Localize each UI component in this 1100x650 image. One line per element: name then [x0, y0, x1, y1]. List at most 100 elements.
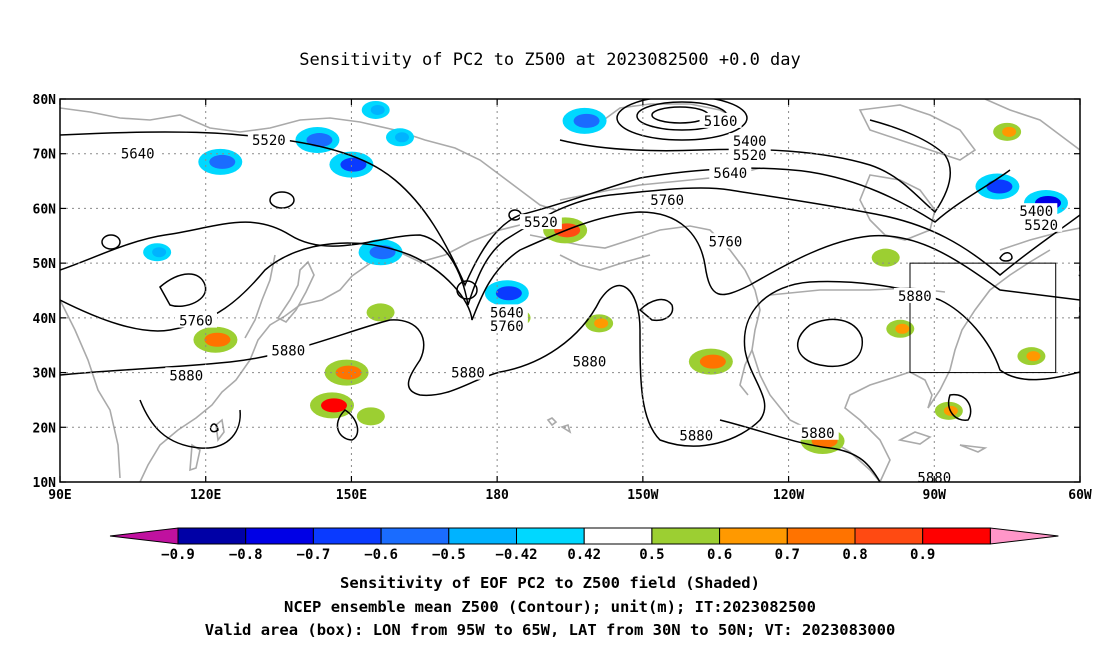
contour-label-bg [699, 112, 742, 128]
shaded-core [895, 323, 910, 334]
grid-lines [60, 99, 1080, 482]
colorbar-left-arrow [109, 527, 179, 545]
colorbar-label: −0.7 [297, 547, 331, 563]
shaded-core [573, 113, 600, 128]
contour-label: 5880 [169, 368, 203, 384]
lon-tick-label: 150E [336, 488, 367, 503]
contour-label: 5640 [1078, 264, 1100, 280]
shaded-core [306, 133, 333, 148]
contour-label-bg [704, 233, 747, 249]
shaded-core [321, 398, 347, 413]
colorbar-segment [245, 527, 314, 545]
lat-tick-label: 40N [33, 312, 57, 327]
contour-label: 5760 [650, 193, 684, 209]
colorbar-segment [854, 527, 924, 545]
contour-label-bg [796, 424, 839, 440]
contour-label: 5880 [801, 426, 835, 442]
lat-tick-label: 30N [33, 367, 57, 382]
lon-tick-label: 90W [923, 488, 947, 503]
contour-label: 5640 [490, 305, 524, 321]
shaded-core [340, 157, 367, 172]
contour-label: 5520 [252, 133, 286, 149]
contour-label-bg [519, 214, 562, 230]
shaded-core [1026, 351, 1041, 362]
contour-label-bg [485, 318, 528, 334]
contour-label-bg [165, 367, 208, 383]
map-frame [59, 98, 1081, 483]
lat-tick-label: 70N [33, 148, 57, 163]
contour-label: 5640 [713, 166, 747, 182]
contour-label: 5400 [1019, 204, 1053, 220]
colorbar-label: −0.6 [364, 547, 398, 563]
colorbar-label: −0.42 [495, 547, 537, 563]
contour-label: 5520 [733, 148, 767, 164]
contour-label: 5400 [733, 134, 767, 150]
contour-label-bg [1020, 216, 1063, 232]
contour-label-bg [1073, 304, 1080, 320]
contour-label: 5880 [679, 428, 713, 444]
lon-tick-label: 120E [190, 488, 221, 503]
contour-label: 5760 [1078, 305, 1100, 321]
contour-label: 5760 [709, 234, 743, 250]
shaded-core [495, 286, 522, 301]
shaded-core [370, 104, 385, 115]
contour-label: 5760 [179, 314, 213, 330]
contour-label: 5760 [490, 319, 524, 335]
contour-label-bg [646, 192, 689, 208]
shaded-core [209, 154, 236, 169]
colorbar-label: 0.5 [639, 547, 664, 563]
colorbar-segment [448, 527, 517, 545]
shaded-area [356, 407, 385, 426]
contour-label: 5640 [121, 147, 155, 163]
contour-label-bg [709, 164, 752, 180]
contour-label: 5880 [271, 344, 305, 360]
colorbar-label: 0.9 [910, 547, 935, 563]
contour-label-bg [175, 312, 217, 328]
colorbar: −0.9 −0.8 −0.7 −0.6 −0.5 −0.42 0.42 0.5 0.6 0.7 0.… [109, 527, 1059, 563]
contour-label: 5880 [573, 355, 607, 371]
contour-label-bg [728, 133, 771, 149]
colorbar-label: −0.9 [161, 547, 195, 563]
valid-area-box [909, 262, 1057, 374]
contour-label-bg [267, 342, 310, 358]
colorbar-label: 0.7 [775, 547, 800, 563]
lat-tick-label: 80N [33, 93, 57, 108]
contour-label-bg [728, 146, 771, 162]
sensitivity-shading [143, 100, 1068, 454]
colorbar-label: 0.6 [707, 547, 732, 563]
contour-label: 5880 [451, 366, 485, 382]
caption-line-1: Sensitivity of EOF PC2 to Z500 field (Sh… [340, 574, 760, 592]
contour-label-bg [247, 132, 290, 148]
contour-label: 5160 [704, 114, 738, 130]
colorbar-label: −0.8 [229, 547, 263, 563]
lon-tick-label: 90E [48, 488, 71, 503]
colorbar-segment [380, 527, 450, 545]
lon-tick-label: 60W [1068, 488, 1092, 503]
contour-labels: 5520564051605400552056405760552057605400… [116, 112, 1100, 482]
contour-label-bg [913, 469, 956, 482]
lat-tick-label: 10N [33, 476, 57, 491]
lat-tick-label: 60N [33, 202, 57, 217]
lon-tick-label: 150W [627, 488, 658, 503]
shaded-core [699, 354, 726, 369]
shaded-core [594, 318, 609, 329]
shaded-core [395, 132, 409, 143]
colorbar-label: −0.5 [432, 547, 466, 563]
caption-line-2: NCEP ensemble mean Z500 (Contour); unit(… [284, 598, 816, 616]
contour-label: 5520 [524, 215, 558, 231]
contour-label-bg [116, 145, 159, 161]
contour-label-bg [485, 304, 528, 320]
lon-tick-label: 180 [485, 488, 509, 503]
contour-label-bg [1073, 263, 1080, 279]
colorbar-segment [516, 527, 585, 545]
page-title: Sensitivity of PC2 to Z500 at 2023082500… [299, 50, 801, 70]
shaded-core [1002, 126, 1017, 137]
colorbar-segment [177, 527, 247, 545]
caption-line-3: Valid area (box): LON from 95W to 65W, L… [204, 621, 896, 639]
contour-label: 5880 [898, 289, 932, 305]
shaded-core [152, 247, 167, 258]
shaded-area [366, 303, 395, 322]
shaded-area [871, 248, 900, 267]
colorbar-segment [786, 527, 856, 545]
